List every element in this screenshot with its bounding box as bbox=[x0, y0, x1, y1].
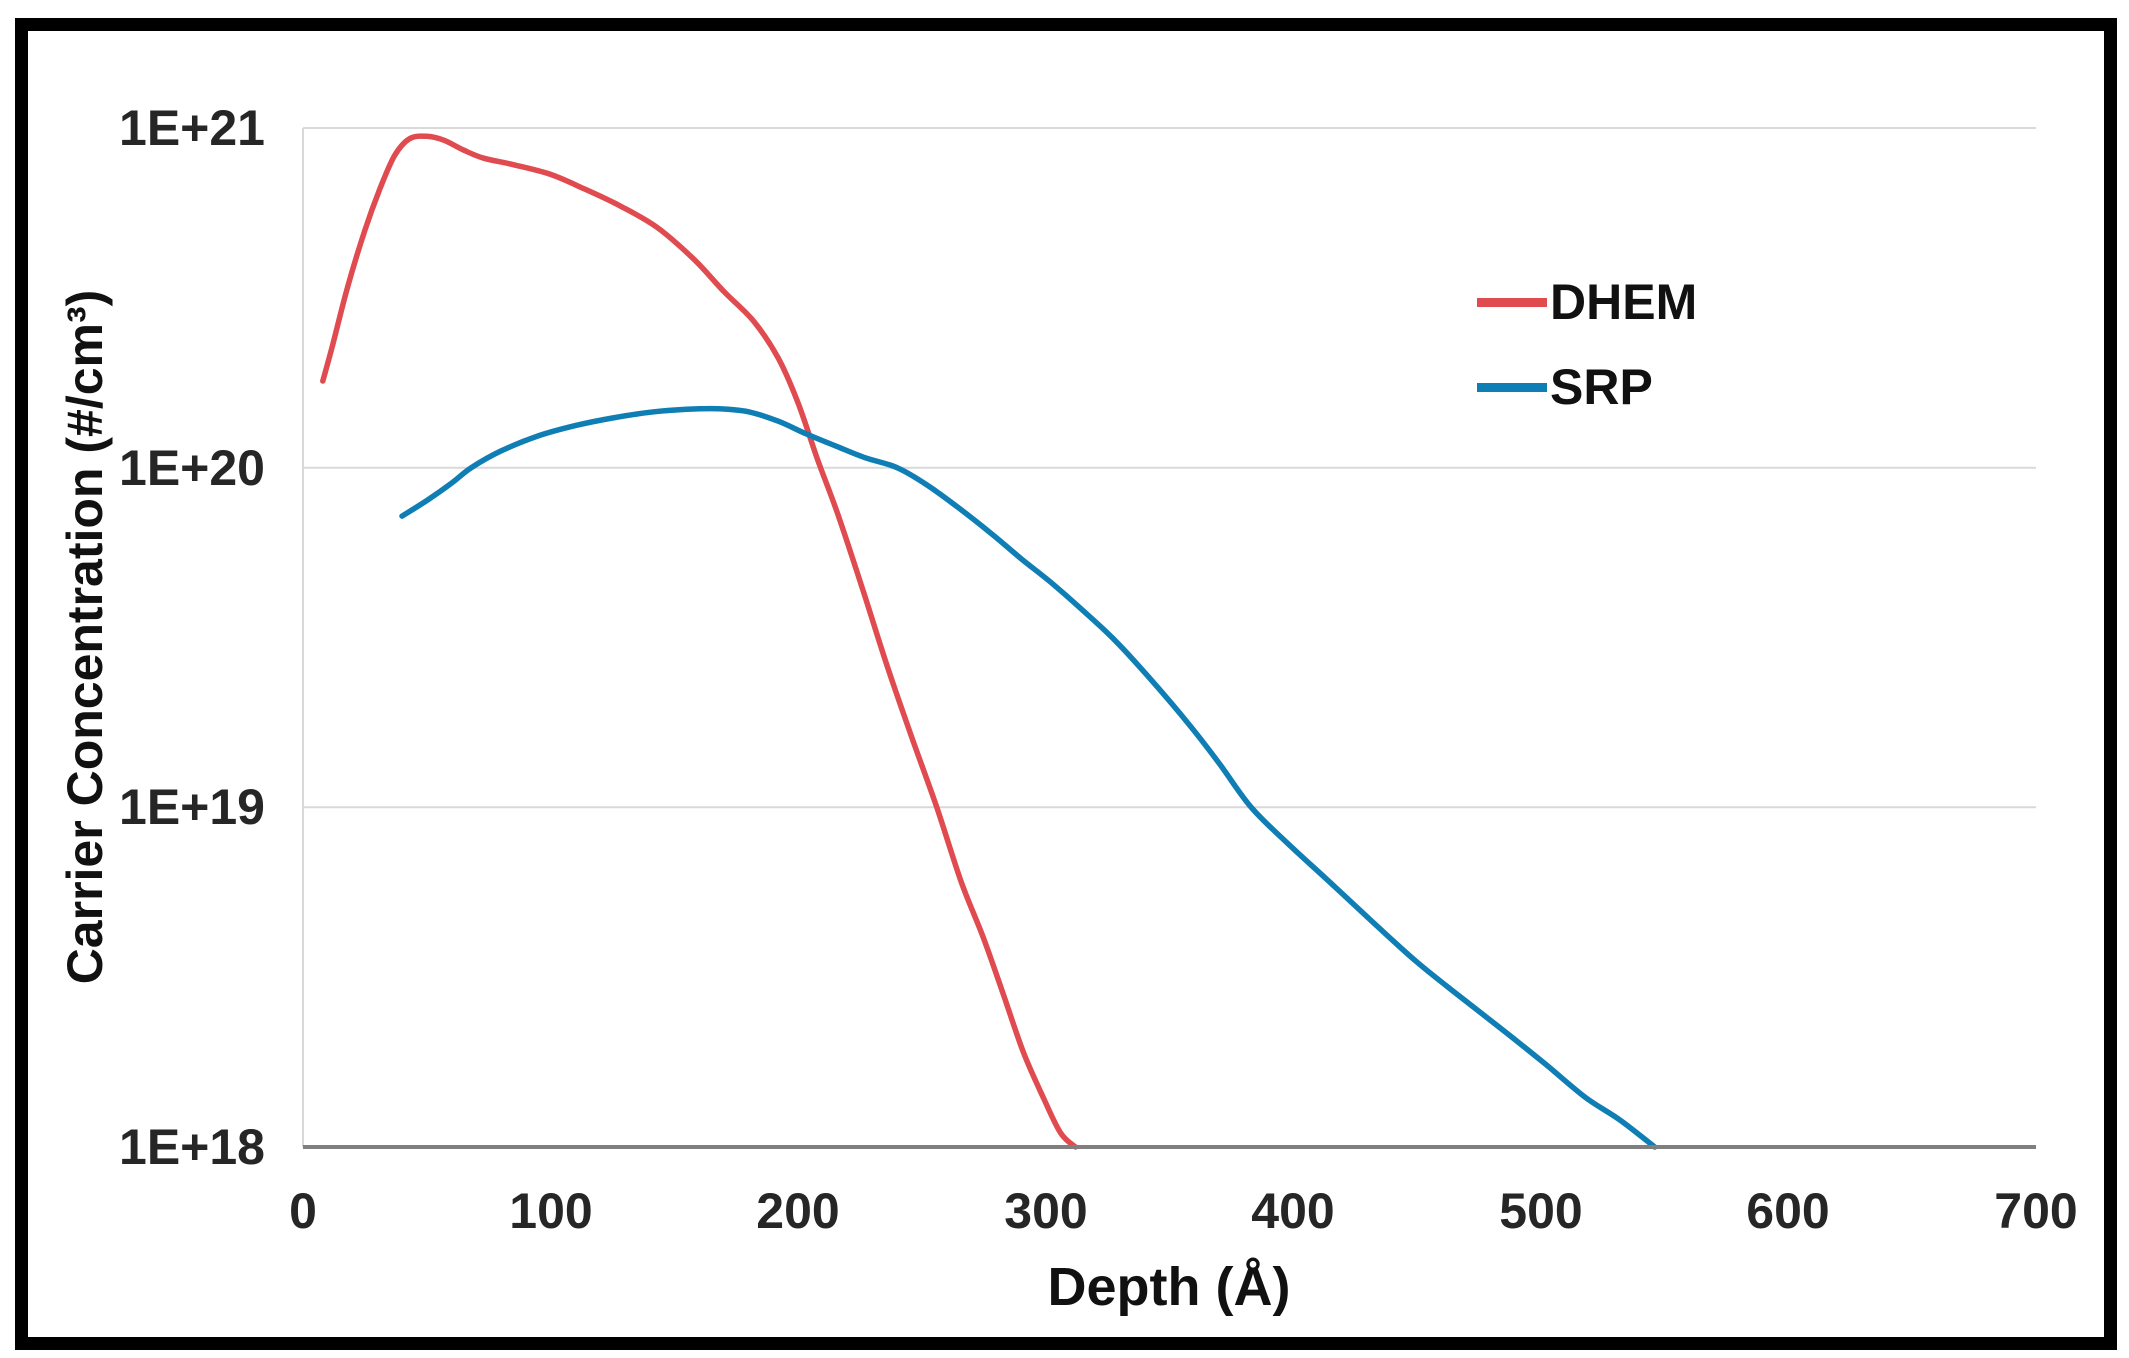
legend: DHEM SRP bbox=[1477, 276, 1697, 413]
y-tick-label: 1E+18 bbox=[119, 1119, 265, 1175]
series-dhem-line bbox=[320, 133, 1079, 1150]
legend-label-srp: SRP bbox=[1550, 359, 1653, 415]
figure-border bbox=[15, 18, 2117, 1350]
x-tick-label: 600 bbox=[1746, 1183, 1830, 1239]
x-tick-label: 700 bbox=[1994, 1183, 2078, 1239]
y-tick-label: 1E+19 bbox=[119, 779, 265, 835]
y-axis-title: Carrier Concentration (#/cm³) bbox=[57, 289, 113, 985]
y-tick-label: 1E+20 bbox=[119, 440, 265, 496]
x-tick-label: 100 bbox=[509, 1183, 593, 1239]
dhem-line-swatch bbox=[1477, 297, 1547, 307]
legend-item-dhem: DHEM bbox=[1477, 276, 1697, 328]
x-tick-label: 300 bbox=[1004, 1183, 1088, 1239]
x-tick-label: 0 bbox=[289, 1183, 317, 1239]
x-axis-title: Depth (Å) bbox=[1047, 1257, 1291, 1317]
legend-item-srp: SRP bbox=[1477, 361, 1697, 413]
series-srp-line bbox=[399, 405, 1658, 1150]
legend-label-dhem: DHEM bbox=[1550, 274, 1698, 330]
x-tick-label: 200 bbox=[756, 1183, 840, 1239]
x-tick-label: 400 bbox=[1251, 1183, 1335, 1239]
y-tick-label: 1E+21 bbox=[119, 100, 265, 156]
x-tick-label: 500 bbox=[1499, 1183, 1583, 1239]
srp-line-swatch bbox=[1477, 382, 1547, 392]
